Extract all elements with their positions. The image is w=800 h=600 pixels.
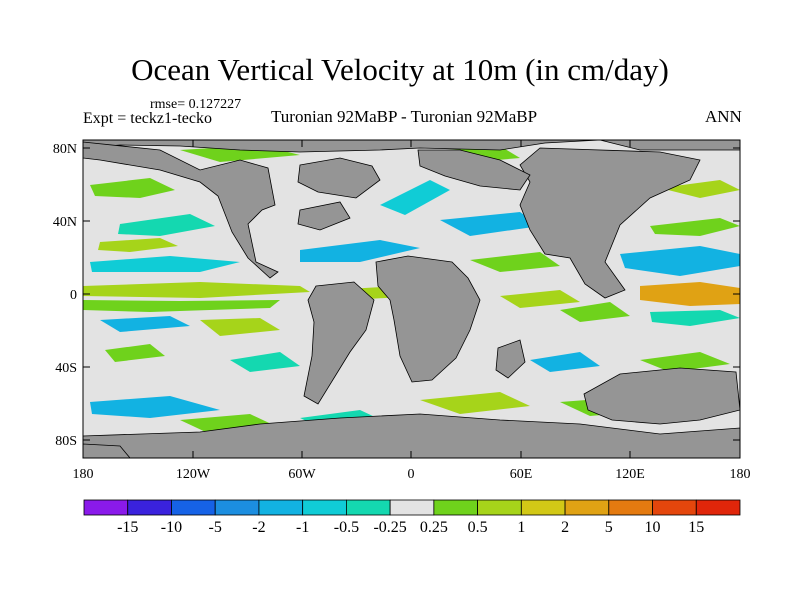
colorbar-tick-label: 0.25 [420,519,448,536]
experiment-title: Turonian 92MaBP - Turonian 92MaBP [271,107,538,126]
positive-patch [83,282,310,298]
colorbar-swatch [345,499,391,516]
colorbar-tick-label: 15 [688,519,704,536]
positive-patch [560,302,630,322]
colorbar-swatch [171,499,216,516]
map-panel [83,140,740,458]
island-block [297,201,351,231]
colorbar-tick-label: 5 [605,519,613,536]
negative-patch [90,396,220,418]
positive-patch [83,300,280,312]
lon-label-60e: 60E [510,467,533,482]
colorbar-swatch [433,499,479,516]
colorbar-tick-label: 2 [561,519,569,536]
colorbar-swatch [564,499,610,516]
colorbar-swatch [608,499,653,516]
negative-patch [100,316,190,332]
colorbar-tick-label: -15 [117,519,138,536]
negative-patch [90,256,240,272]
positive-patch [98,238,178,252]
colorbar-swatch [127,499,172,516]
negative-patch [300,240,420,262]
colorbar-tick-label: -1 [296,519,309,536]
colorbar [83,499,741,516]
colorbar-swatch [477,499,522,516]
north-america-east [297,157,381,199]
south-america [303,281,375,405]
lat-label-40s: 40S [55,361,77,376]
colorbar-swatch [214,499,260,516]
positive-patch [650,218,740,236]
lon-label-120e: 120E [615,467,645,482]
experiment-label: Expt = teckz1-tecko [83,110,212,127]
rmse-label: rmse= 0.127227 [150,97,242,112]
negative-patch [530,352,600,372]
lon-label-120w: 120W [176,467,211,482]
season-label: ANN [705,107,742,126]
positive-patch [640,282,740,306]
negative-patch [440,212,540,236]
colorbar-swatch [302,499,347,516]
colorbar-swatch [83,499,129,516]
plot-title: Ocean Vertical Velocity at 10m (in cm/da… [131,52,669,87]
europe [417,149,531,191]
positive-patch [90,178,175,198]
lat-label-80s: 80S [55,434,77,449]
colorbar-tick-label: -0.5 [334,519,359,536]
lon-label-180e: 180 [730,467,751,482]
colorbar-swatch [652,499,697,516]
lon-label-0: 0 [408,467,415,482]
antarctica [83,413,740,458]
australia [583,367,740,425]
positive-patch [470,252,560,272]
land [83,140,740,458]
colorbar-tick-label: 1 [517,519,525,536]
asia [519,147,701,299]
lon-label-180w: 180 [73,467,94,482]
colorbar-labels: -15 -10 -5 -2 -1 -0.5 -0.25 0.25 0.5 1 2 5 10 15 [117,519,704,536]
colorbar-swatch [389,499,435,516]
positive-patch [500,290,580,308]
colorbar-tick-label: -5 [209,519,222,536]
negative-patch [650,310,740,326]
colorbar-tick-label: -2 [252,519,265,536]
lat-label-0: 0 [70,288,77,303]
positive-patch [660,180,740,198]
north-america-west [83,141,279,279]
colorbar-tick-label: 10 [645,519,661,536]
lat-label-40n: 40N [53,215,77,230]
negative-patch [380,180,450,215]
antarctica-west-tip [83,443,131,458]
negative-patch [230,352,300,372]
lat-label-80n: 80N [53,142,77,157]
negative-patch [118,214,215,236]
positive-patch [640,352,730,372]
colorbar-swatch [520,499,566,516]
colorbar-swatch [695,499,741,516]
colorbar-swatch [258,499,304,516]
africa [375,255,481,383]
negative-patch [620,246,740,276]
madagascar-india [495,339,526,379]
colorbar-tick-label: -0.25 [373,519,406,536]
colorbar-tick-label: 0.5 [468,519,488,536]
tick-marks [83,140,740,458]
positive-patch [200,318,280,336]
colorbar-tick-label: -10 [161,519,182,536]
positive-patch [105,344,165,362]
lon-label-60w: 60W [288,467,316,482]
positive-patch [420,392,530,414]
